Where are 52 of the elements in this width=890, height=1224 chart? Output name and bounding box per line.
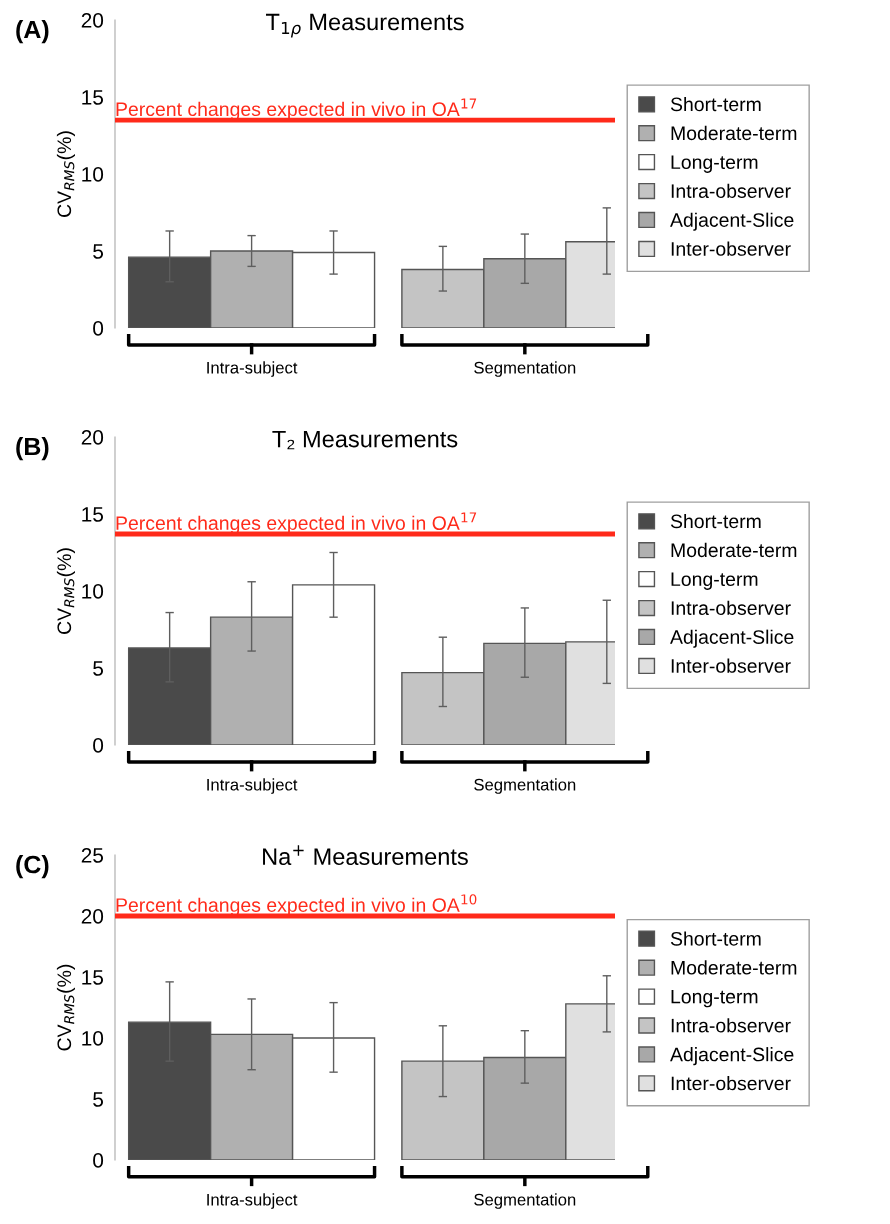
y-tick-label: 0 (93, 1153, 104, 1168)
x-tick-label: Intra-subject (207, 778, 298, 794)
y-tick-label: 10 (82, 1031, 104, 1046)
legend-label: Adjacent-Slice (670, 629, 794, 648)
y-tick-label: 25 (81, 848, 104, 863)
y-tick-label: 20 (81, 430, 104, 445)
legend-label: Moderate-term (671, 960, 797, 975)
legend-label: Moderate-term (671, 542, 797, 558)
text: (C) (16, 855, 49, 879)
x-tick-label: Segmentation (474, 361, 576, 377)
legend-label: Intra-observer (671, 183, 791, 198)
y-tick-label: 20 (81, 13, 104, 28)
y-tick-label: 5 (93, 661, 104, 676)
legend-label: Intra-observer (671, 1018, 791, 1033)
ref-line-label: Percent changes expected in vivo in OA$^{10}$ (116, 894, 477, 916)
y-tick-label: 0 (93, 738, 104, 753)
chart-title: T₂ Measurements (272, 430, 458, 450)
ref-line-label: Percent changes expected in vivo in OA$^{17}$ (116, 98, 477, 120)
y-axis-title: CV$_{RMS}$(%) (56, 964, 75, 1051)
x-tick-label: Segmentation (474, 1193, 576, 1209)
legend-label: Inter-observer (671, 241, 791, 256)
chart-title: T$_{1ρ}$ Measurements (266, 13, 464, 38)
legend-label: Intra-observer (671, 600, 791, 615)
legend-label: Inter-observer (671, 1076, 791, 1091)
y-tick-label: 10 (82, 584, 104, 599)
legend-label: Moderate-term (671, 125, 797, 141)
legend-label: Long-term (671, 572, 758, 590)
legend-label: Short-term (670, 513, 761, 529)
y-tick-label: 15 (82, 970, 104, 985)
legend-label: Short-term (670, 931, 761, 946)
x-tick-label: Intra-subject (207, 361, 298, 377)
legend-label: Inter-observer (671, 658, 791, 673)
x-tick-label: Segmentation (474, 778, 576, 794)
text: (B) (16, 437, 49, 461)
x-tick-label: Intra-subject (207, 1193, 298, 1209)
y-tick-label: 10 (82, 167, 104, 182)
legend-label: Adjacent-Slice (670, 212, 794, 231)
legend-label: Short-term (670, 96, 761, 112)
chart-title: Na$^{+}$ Measurements (263, 845, 468, 865)
y-tick-label: 20 (81, 909, 104, 924)
y-tick-label: 0 (93, 321, 104, 336)
y-tick-label: 15 (82, 90, 104, 105)
y-tick-label: 5 (93, 244, 104, 259)
y-axis-title: CV$_{RMS}$(%) (56, 131, 75, 217)
y-tick-label: 15 (82, 507, 104, 522)
text: (A) (16, 20, 49, 44)
legend-label: Long-term (671, 155, 758, 173)
legend-label: Long-term (671, 989, 758, 1008)
legend-label: Adjacent-Slice (670, 1047, 794, 1066)
y-axis-title: CV$_{RMS}$(%) (56, 548, 75, 634)
y-tick-label: 5 (93, 1092, 104, 1107)
ref-line-label: Percent changes expected in vivo in OA$^{17}$ (116, 512, 477, 534)
